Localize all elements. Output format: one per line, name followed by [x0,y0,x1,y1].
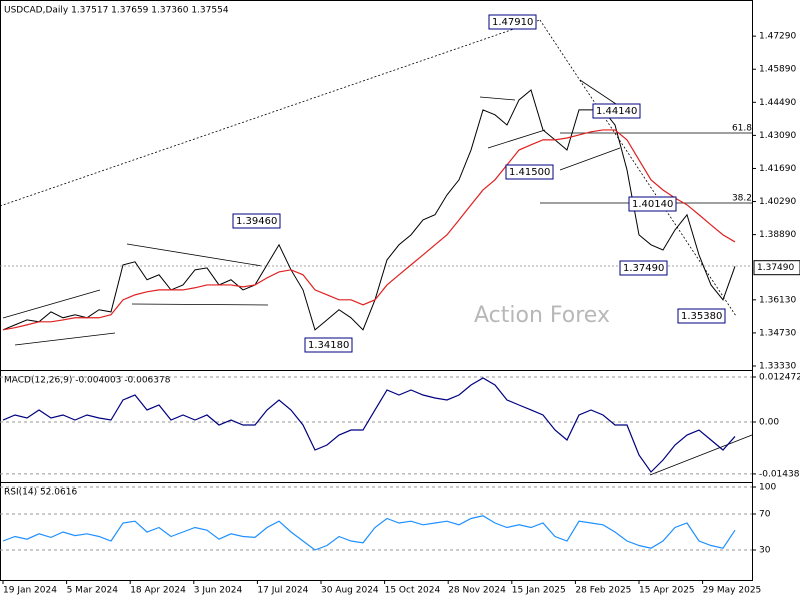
x-tick-label: 3 Jun 2024 [194,586,243,596]
fib-label: 38.2 [732,194,752,204]
x-tick-label: 17 Jul 2024 [257,586,308,596]
y-tick-label: 1.38890 [759,230,796,240]
x-tick-label: 29 May 2025 [703,586,762,596]
y-tick-label: 1.45890 [759,65,796,75]
series-line [2,129,736,331]
x-tick-label: 15 Jan 2025 [512,586,566,596]
annotation: 1.47910 [492,17,533,28]
annotation-box [488,14,537,30]
y-tick-label: 1.36130 [759,295,796,305]
annotation-box [677,308,726,324]
x-tick-label: 15 Oct 2024 [385,586,441,596]
chart-title: USDCAD,Daily 1.37517 1.37659 1.37360 1.3… [4,6,229,16]
current-price-box [753,260,800,276]
x-tick-label: 19 Jan 2024 [3,586,57,596]
annotation-box [619,260,668,276]
y-tick-label: 0.00 [759,418,779,428]
y-tick-label: 100 [759,483,776,493]
annotation: 1.37490 [623,263,664,274]
macd-title: MACD(12,26,9) -0.004003 -0.006378 [4,376,171,386]
y-tick-label: 1.44490 [759,98,796,108]
annotation: 1.41500 [509,167,550,178]
x-tick-label: 18 Apr 2024 [130,586,186,596]
trendlines [0,19,753,476]
series-line [2,377,736,473]
y-tick-label: 70 [759,510,771,520]
annotation-box [232,213,281,229]
y-tick-label: 0.012472 [759,373,800,383]
x-tick-label: 28 Feb 2025 [575,586,631,596]
y-tick-label: 1.47290 [759,32,796,42]
fib-label: 61.8 [732,124,752,134]
y-tick-label: 1.34730 [759,328,796,338]
rsi-title: RSI(14) 52.0616 [4,488,77,498]
annotation-box [592,103,641,119]
y-tick-label: 30 [759,546,771,556]
y-tick-label: -0.014389 [759,469,800,479]
annotation-box [628,196,677,212]
x-tick-label: 15 Apr 2025 [639,586,695,596]
y-tick-label: 1.33330 [759,361,796,371]
annotation: 1.44140 [596,106,637,117]
current-price-label: 1.37490 [757,263,794,273]
watermark: Action Forex [474,303,610,328]
annotation: 1.35380 [681,311,722,322]
y-tick-label: 1.41690 [759,164,796,174]
y-tick-label: 1.40290 [759,197,796,207]
annotation: 1.39460 [236,216,277,227]
annotation-box [505,164,554,180]
x-tick-label: 30 Aug 2024 [321,586,379,596]
annotation: 1.40140 [632,199,673,210]
series-line [2,89,736,331]
annotation-box [304,337,353,353]
x-tick-label: 5 Mar 2024 [67,586,119,596]
frame [0,0,753,581]
x-tick-label: 28 Nov 2024 [448,586,506,596]
series-line [2,515,736,551]
annotation: 1.34180 [308,340,349,351]
y-tick-label: 1.43090 [759,131,796,141]
